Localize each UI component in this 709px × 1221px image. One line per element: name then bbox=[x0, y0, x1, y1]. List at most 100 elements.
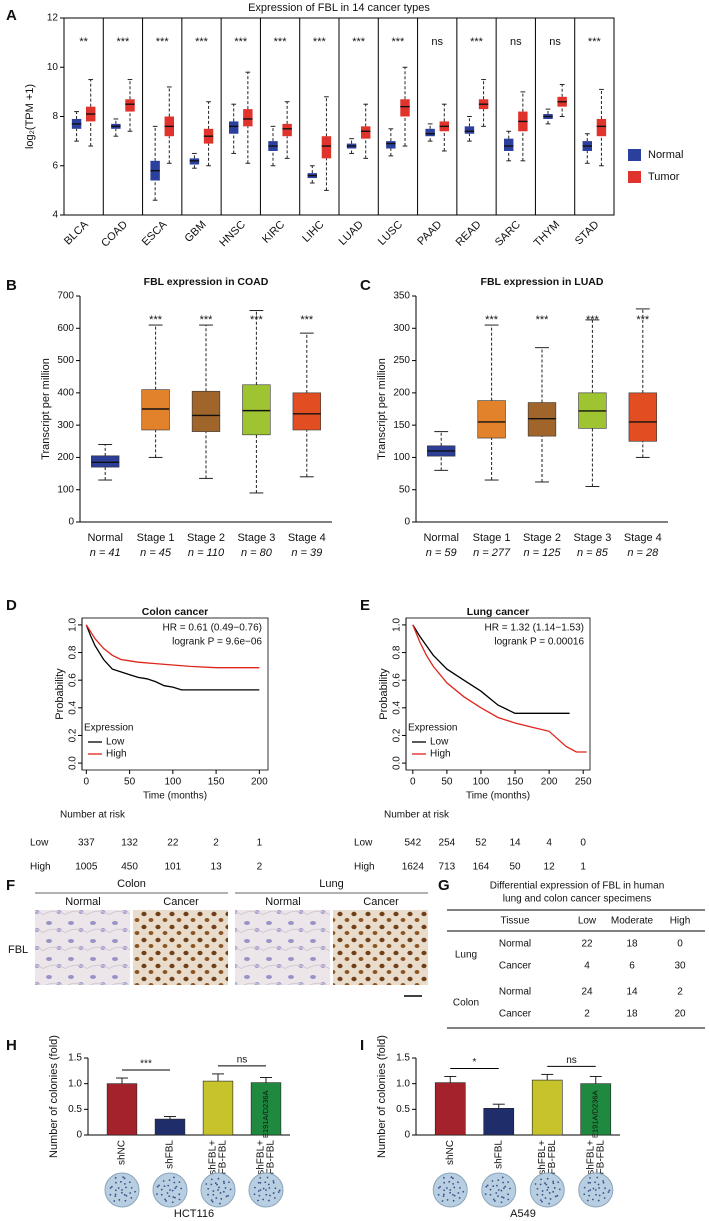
x-tick-label: shFBL bbox=[165, 1140, 176, 1169]
x-sublabel: n = 277 bbox=[473, 547, 511, 559]
x-sublabel: n = 41 bbox=[90, 547, 121, 559]
box bbox=[477, 400, 506, 439]
chart-title: Colon cancer bbox=[142, 606, 209, 618]
x-tick-label: COAD bbox=[99, 219, 130, 250]
colony bbox=[174, 1196, 176, 1199]
colony bbox=[210, 1199, 213, 1202]
colony bbox=[172, 1196, 175, 1198]
x-tick-label: Stage 1 bbox=[473, 532, 511, 544]
colony bbox=[262, 1198, 265, 1201]
colony bbox=[207, 1193, 209, 1196]
colony bbox=[134, 1190, 136, 1193]
table-cell: 6 bbox=[629, 961, 635, 972]
bar bbox=[106, 1083, 138, 1136]
x-tick-label: 100 bbox=[473, 777, 490, 788]
colony bbox=[114, 1189, 117, 1192]
y-axis-label: Transcript per million bbox=[40, 358, 52, 460]
colony bbox=[264, 1181, 267, 1184]
box bbox=[596, 118, 607, 137]
significance: *** bbox=[156, 36, 170, 48]
panel-label: D bbox=[6, 597, 17, 614]
risk-table-title: Number at risk bbox=[60, 810, 126, 821]
ihc-row-label: FBL bbox=[8, 944, 28, 956]
table-cell: 24 bbox=[581, 987, 593, 998]
x-tick-label: 0 bbox=[84, 777, 90, 788]
y-tick-label: 0.2 bbox=[392, 728, 403, 742]
y-tick-label: 0 bbox=[404, 517, 410, 528]
table-cell: Cancer bbox=[499, 1009, 532, 1020]
colony bbox=[265, 1193, 268, 1196]
colony bbox=[539, 1183, 542, 1186]
significance: ** bbox=[79, 36, 88, 48]
bar bbox=[483, 1108, 515, 1136]
colony bbox=[162, 1180, 165, 1182]
colony bbox=[229, 1188, 232, 1191]
x-tick-label: 50 bbox=[124, 777, 136, 788]
colony bbox=[604, 1187, 607, 1190]
colony bbox=[442, 1193, 445, 1196]
risk-count: 1 bbox=[257, 838, 263, 849]
y-axis-label: Transcript per million bbox=[376, 358, 388, 460]
table-cell: 0 bbox=[677, 939, 683, 950]
colony bbox=[437, 1193, 440, 1196]
x-tick-label: LIHC bbox=[300, 219, 326, 245]
colony bbox=[254, 1186, 256, 1189]
colony bbox=[125, 1186, 127, 1189]
colony bbox=[589, 1181, 592, 1184]
bar bbox=[154, 1118, 186, 1136]
chart-title: FBL expression in COAD bbox=[144, 276, 269, 288]
colony bbox=[207, 1187, 210, 1190]
x-sublabel: n = 80 bbox=[241, 547, 273, 559]
ihc-image bbox=[35, 910, 130, 985]
colony bbox=[552, 1182, 555, 1185]
x-tick-label: shNC bbox=[445, 1140, 456, 1165]
risk-count: 1 bbox=[580, 862, 586, 873]
x-tick-label: LUSC bbox=[376, 219, 405, 248]
colony bbox=[608, 1189, 611, 1192]
colony bbox=[547, 1186, 550, 1189]
colony bbox=[269, 1194, 271, 1197]
panel-label: I bbox=[360, 1037, 364, 1054]
x-sublabel: n = 85 bbox=[577, 547, 609, 559]
colony bbox=[546, 1177, 549, 1180]
y-tick-label: 6 bbox=[52, 160, 58, 171]
x-tick-label: 200 bbox=[541, 777, 558, 788]
significance: *** bbox=[274, 36, 288, 48]
y-tick-label: 0.2 bbox=[68, 728, 79, 742]
x-tick-label: 50 bbox=[441, 777, 453, 788]
legend-label: High bbox=[430, 749, 451, 760]
colony bbox=[123, 1183, 126, 1185]
y-axis-label: log₂(TPM +1) bbox=[24, 84, 36, 149]
bracket-label: ns bbox=[237, 1055, 248, 1066]
x-tick-label: SARC bbox=[493, 219, 523, 249]
colony bbox=[130, 1186, 133, 1189]
colony bbox=[130, 1197, 133, 1199]
box bbox=[242, 384, 271, 436]
x-tick-label: ESCA bbox=[140, 218, 170, 248]
colony bbox=[265, 1189, 267, 1191]
table-cell: 4 bbox=[584, 961, 590, 972]
colony bbox=[504, 1185, 507, 1188]
colony bbox=[215, 1197, 218, 1199]
x-tick-label: Stage 3 bbox=[573, 532, 611, 544]
colony bbox=[458, 1197, 461, 1199]
legend-swatch bbox=[628, 171, 641, 183]
significance: ns bbox=[510, 36, 522, 48]
colony bbox=[110, 1185, 113, 1188]
colony bbox=[539, 1199, 542, 1202]
risk-count: 254 bbox=[439, 838, 456, 849]
colony bbox=[128, 1181, 131, 1184]
colony bbox=[212, 1190, 215, 1192]
y-axis-label: Number of colonies (fold) bbox=[376, 1035, 388, 1158]
colony bbox=[448, 1180, 451, 1183]
x-tick-label: Normal bbox=[423, 532, 458, 544]
panel-label: E bbox=[360, 597, 370, 614]
x-tick-label: BLCA bbox=[62, 218, 91, 247]
colony bbox=[227, 1194, 230, 1197]
colony bbox=[175, 1185, 178, 1188]
colony bbox=[268, 1199, 270, 1202]
y-tick-label: 0.5 bbox=[396, 1104, 410, 1115]
box bbox=[504, 138, 514, 151]
table-header: Moderate bbox=[611, 916, 654, 927]
y-tick-label: 200 bbox=[393, 387, 410, 398]
